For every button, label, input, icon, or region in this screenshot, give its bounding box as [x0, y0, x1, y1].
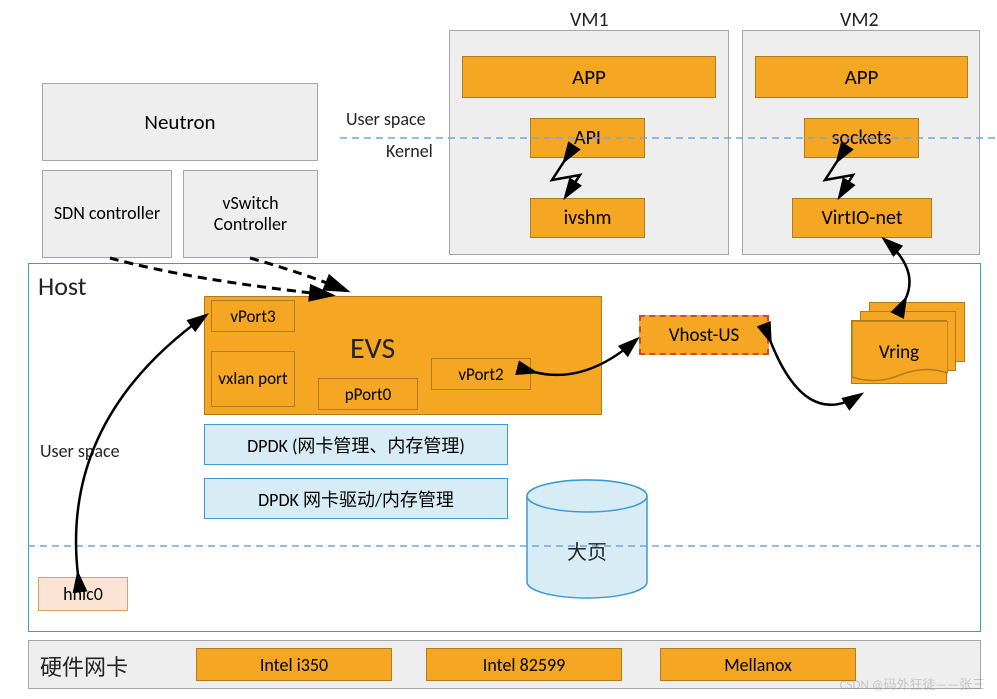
evs-label: EVS	[350, 330, 395, 367]
vm1-ivshm: ivshm	[530, 198, 645, 238]
user-space-left-label: User space	[40, 440, 120, 462]
vm1-app-label: APP	[572, 64, 606, 90]
dpdk1-label: DPDK (网卡管理、内存管理)	[247, 432, 465, 458]
pport0: pPort0	[318, 378, 418, 410]
vm1-ivshm-label: ivshm	[564, 206, 612, 230]
nic-mellanox-label: Mellanox	[724, 654, 792, 676]
vm2-virtio-label: VirtIO-net	[821, 206, 902, 230]
vm1-title: VM1	[570, 8, 609, 32]
vhost-us: Vhost-US	[639, 315, 769, 355]
dpdk2-label: DPDK 网卡驱动/内存管理	[258, 486, 454, 512]
vport3: vPort3	[211, 300, 295, 332]
sdn-panel: SDN controller	[42, 170, 172, 258]
vport2-label: vPort2	[458, 364, 503, 385]
vm1-api: API	[530, 118, 645, 158]
nic-82599-label: Intel 82599	[483, 654, 565, 676]
vhost-label: Vhost-US	[669, 324, 740, 347]
vxlan-port: vxlan port	[211, 351, 295, 407]
neutron-label: Neutron	[144, 109, 215, 135]
vm1-app: APP	[462, 56, 716, 98]
kernel-label: Kernel	[386, 140, 433, 162]
neutron-panel: Neutron	[42, 83, 318, 161]
host-label: Host	[38, 270, 87, 302]
vm2-app: APP	[755, 56, 968, 98]
vm2-title: VM2	[840, 8, 879, 32]
dpdk2: DPDK 网卡驱动/内存管理	[204, 478, 508, 519]
vm2-sockets: sockets	[804, 118, 919, 158]
sdn-label: SDN controller	[54, 203, 160, 225]
hugepage-cylinder: 大页	[525, 478, 649, 602]
nic-82599: Intel 82599	[426, 648, 622, 681]
nic-i350: Intel i350	[196, 648, 392, 681]
vm1-api-label: API	[574, 126, 601, 150]
pport0-label: pPort0	[345, 384, 392, 405]
nic-mellanox: Mellanox	[660, 648, 856, 681]
vport2: vPort2	[431, 358, 531, 390]
hnic0: hnic0	[38, 577, 128, 611]
vswitch-panel: vSwitch Controller	[183, 170, 318, 258]
vring-label: Vring	[879, 341, 919, 364]
vxlan-label: vxlan port	[218, 370, 287, 389]
vm2-virtio: VirtIO-net	[792, 198, 932, 238]
vring-stack-1: Vring	[851, 320, 947, 384]
watermark: CSDN @码外狂徒——张三	[840, 674, 985, 693]
vport3-label: vPort3	[230, 306, 275, 327]
hnic0-label: hnic0	[63, 583, 103, 605]
vm2-app-label: APP	[845, 64, 879, 90]
nic-i350-label: Intel i350	[260, 654, 328, 676]
vswitch-label: vSwitch Controller	[184, 193, 317, 234]
cylinder-label: 大页	[567, 536, 607, 565]
user-space-top-label: User space	[346, 108, 426, 130]
dpdk1: DPDK (网卡管理、内存管理)	[204, 424, 508, 465]
hw-nic-label: 硬件网卡	[40, 650, 128, 682]
vm2-sockets-label: sockets	[832, 126, 892, 150]
